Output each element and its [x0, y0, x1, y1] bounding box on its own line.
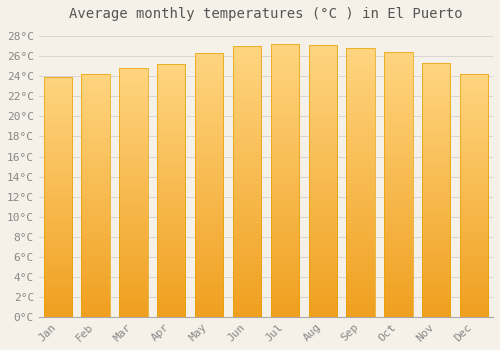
- Bar: [119, 68, 148, 317]
- Bar: [308, 45, 337, 317]
- Bar: [82, 74, 110, 317]
- Bar: [270, 44, 299, 317]
- Title: Average monthly temperatures (°C ) in El Puerto: Average monthly temperatures (°C ) in El…: [69, 7, 462, 21]
- Bar: [157, 64, 186, 317]
- Bar: [44, 77, 72, 317]
- Bar: [346, 48, 375, 317]
- Bar: [422, 63, 450, 317]
- Bar: [384, 52, 412, 317]
- Bar: [195, 53, 224, 317]
- Bar: [460, 74, 488, 317]
- Bar: [233, 46, 261, 317]
